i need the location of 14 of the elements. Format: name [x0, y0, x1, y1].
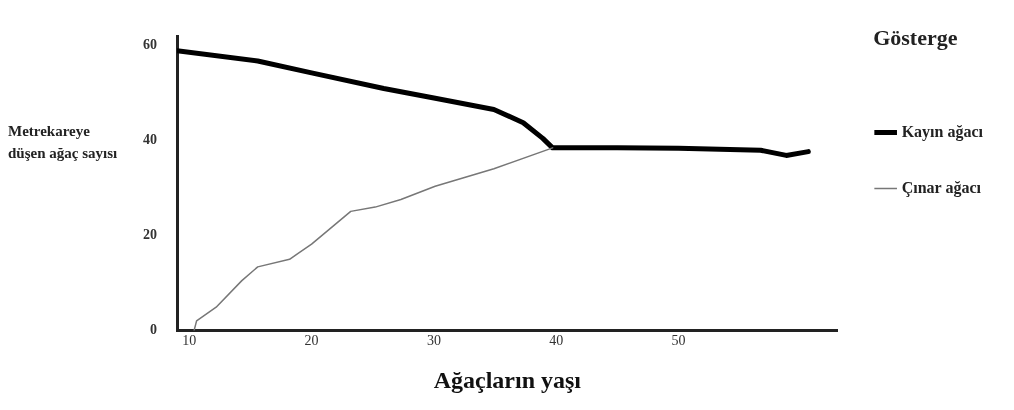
x-tick-label: 40 — [549, 333, 564, 349]
x-tick-label: 20 — [304, 333, 319, 349]
y-tick-label: 40 — [143, 132, 157, 148]
legend-label: Çınar ağacı — [901, 178, 982, 197]
x-tick-label: 50 — [671, 333, 686, 349]
x-axis-title: Ağaçların yaşı — [433, 366, 582, 393]
legend-label: Kayın ağacı — [901, 122, 984, 141]
legend-title: Gösterge — [873, 24, 958, 50]
y-tick-label: 60 — [143, 37, 157, 53]
x-tick-label: 10 — [182, 333, 197, 349]
y-axis-title: Metrekareye düşen ağaç sayısı — [8, 122, 119, 163]
x-tick-label: 30 — [426, 333, 441, 349]
y-tick-label: 20 — [143, 227, 157, 243]
y-tick-label: 0 — [150, 322, 157, 338]
